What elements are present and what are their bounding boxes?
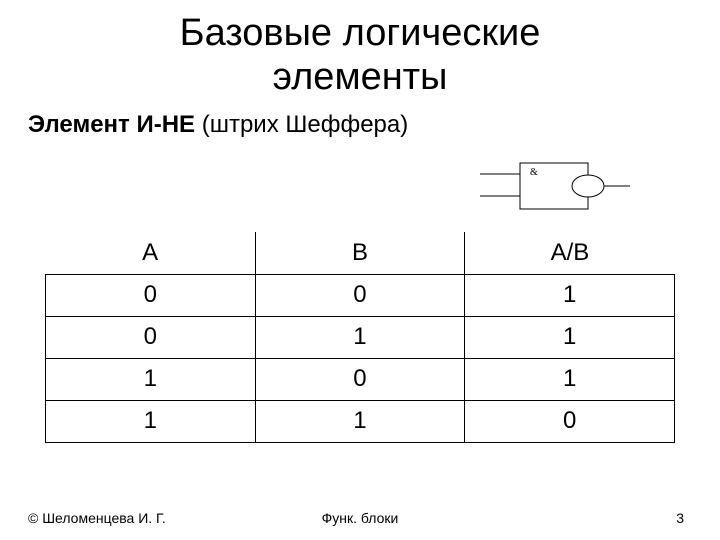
table-row: 1 1 0 — [46, 400, 675, 442]
and-symbol: & — [530, 167, 538, 178]
subtitle-description: (штрих Шеффера) — [195, 111, 408, 138]
subtitle-element-name: Элемент И-НЕ — [28, 111, 195, 138]
cell: 1 — [465, 274, 675, 316]
cell: 0 — [46, 316, 256, 358]
cell: 0 — [255, 274, 465, 316]
title-line-1: Базовые логические — [180, 12, 541, 54]
col-header-a: A — [46, 232, 256, 274]
table-header-row: A B A/B — [46, 232, 675, 274]
footer-page-number: 3 — [676, 510, 684, 526]
cell: 1 — [255, 400, 465, 442]
slide-subtitle: Элемент И-НЕ (штрих Шеффера) — [0, 99, 720, 139]
nand-gate-diagram: & — [480, 158, 630, 216]
cell: 1 — [46, 358, 256, 400]
col-header-b: B — [255, 232, 465, 274]
gate-inversion-bubble — [572, 175, 604, 197]
col-header-out: A/B — [465, 232, 675, 274]
cell: 1 — [46, 400, 256, 442]
cell: 1 — [255, 316, 465, 358]
cell: 0 — [46, 274, 256, 316]
cell: 0 — [255, 358, 465, 400]
slide-footer: © Шеломенцева И. Г. Функ. блоки 3 — [0, 510, 720, 526]
title-line-2: элементы — [273, 56, 448, 98]
table-row: 0 1 1 — [46, 316, 675, 358]
truth-table-grid: A B A/B 0 0 1 0 1 1 1 0 1 1 1 0 — [45, 232, 675, 443]
truth-table: A B A/B 0 0 1 0 1 1 1 0 1 1 1 0 — [45, 232, 675, 443]
table-row: 1 0 1 — [46, 358, 675, 400]
footer-author: © Шеломенцева И. Г. — [28, 510, 166, 526]
cell: 1 — [465, 358, 675, 400]
cell: 0 — [465, 400, 675, 442]
slide-title: Базовые логические элементы — [0, 0, 720, 99]
cell: 1 — [465, 316, 675, 358]
table-row: 0 0 1 — [46, 274, 675, 316]
